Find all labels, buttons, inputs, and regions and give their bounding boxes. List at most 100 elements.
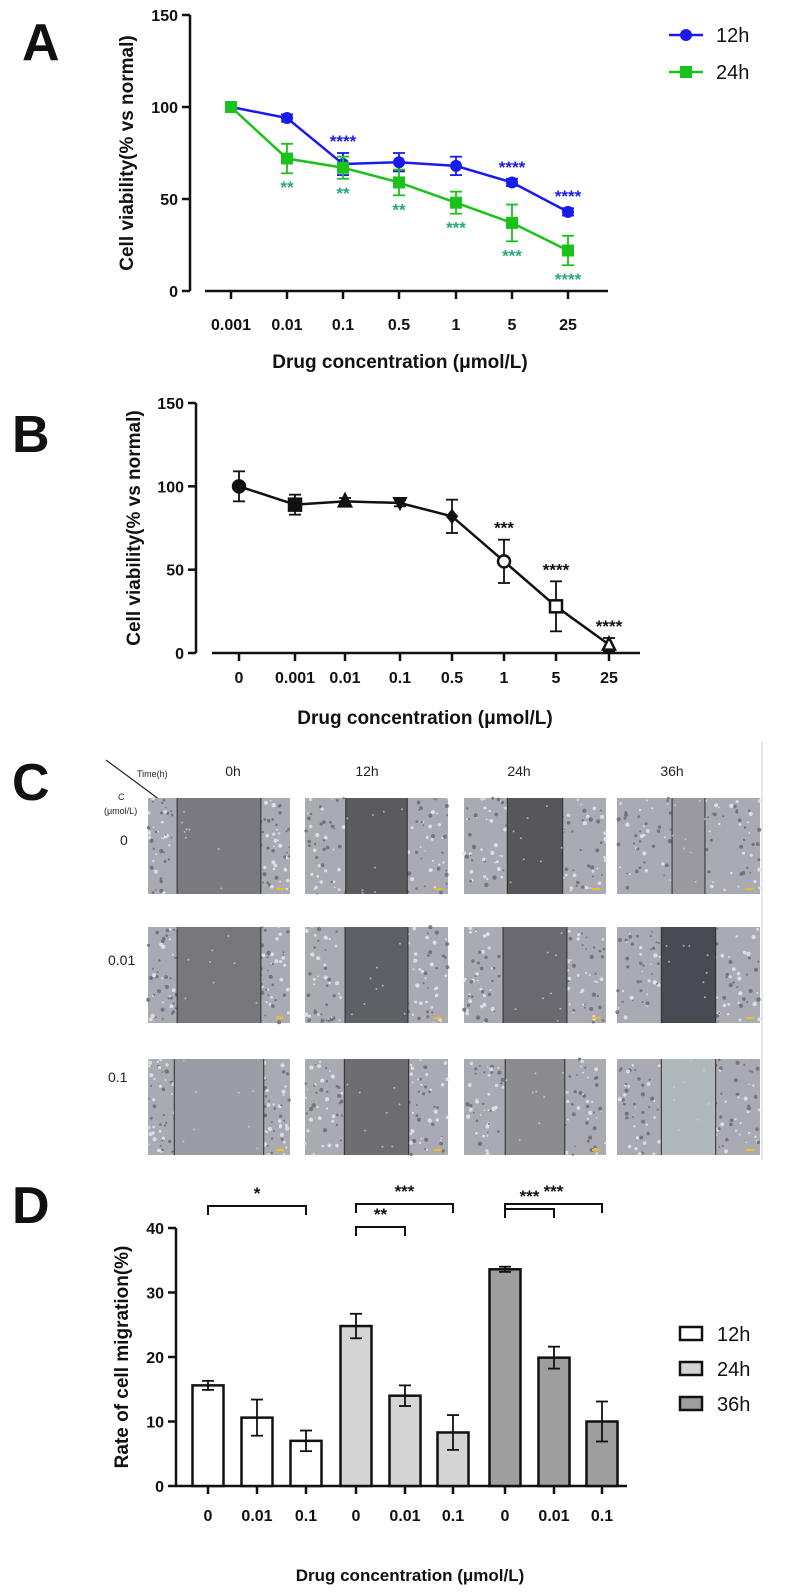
cell-speck xyxy=(658,955,662,959)
migrated-cell xyxy=(698,799,701,802)
cell-speck xyxy=(273,1107,277,1110)
cell-speck xyxy=(319,822,323,826)
cell-speck xyxy=(725,972,729,977)
cell-speck xyxy=(633,1102,636,1106)
cell-speck xyxy=(730,871,733,875)
cell-speck xyxy=(159,879,163,883)
cell-speck xyxy=(271,963,274,966)
cell-speck xyxy=(633,1125,636,1128)
cell-speck xyxy=(275,937,279,941)
cell-speck xyxy=(645,1001,650,1006)
cell-speck xyxy=(729,803,734,809)
cell-speck xyxy=(269,799,272,802)
cell-speck xyxy=(592,1111,595,1114)
cell-speck xyxy=(469,879,472,883)
cell-speck xyxy=(569,886,574,890)
migrated-cell xyxy=(363,1003,366,1005)
cell-speck xyxy=(752,1084,755,1087)
cell-speck xyxy=(738,823,742,826)
migrated-cell xyxy=(706,954,709,957)
cell-speck xyxy=(154,830,158,834)
cell-speck xyxy=(415,983,420,988)
cell-speck xyxy=(591,869,595,873)
cell-speck xyxy=(592,806,597,811)
cell-speck xyxy=(486,1134,489,1137)
cell-speck xyxy=(477,961,480,965)
cell-speck xyxy=(596,819,601,824)
cell-speck xyxy=(286,878,290,883)
migrated-cell xyxy=(543,1096,546,1098)
cell-speck xyxy=(270,996,273,999)
cell-speck xyxy=(489,1067,494,1072)
cell-speck xyxy=(313,1010,318,1015)
x-tick-label: 0 xyxy=(501,1508,510,1525)
cell-speck xyxy=(425,1000,428,1004)
cell-speck xyxy=(411,1081,414,1084)
x-tick-label: 5 xyxy=(552,670,561,687)
cell-speck xyxy=(168,844,171,847)
cell-speck xyxy=(322,820,326,824)
cell-speck xyxy=(287,1098,291,1102)
cell-speck xyxy=(746,866,749,870)
cell-speck xyxy=(639,989,643,993)
cell-speck xyxy=(645,799,648,802)
cell-speck xyxy=(170,810,172,813)
cell-speck xyxy=(286,930,290,934)
legend-label: 36h xyxy=(717,1394,750,1416)
cell-speck xyxy=(161,1148,164,1152)
wound-healing-image xyxy=(616,796,762,894)
cell-speck xyxy=(468,832,472,837)
cell-speck xyxy=(466,807,469,810)
panel-a-letter: A xyxy=(22,14,60,72)
migrated-cell xyxy=(398,1103,401,1106)
cell-speck xyxy=(724,1100,727,1103)
scratch-gap xyxy=(661,927,716,1023)
corner-diagonal xyxy=(105,759,161,801)
cell-speck xyxy=(757,827,762,833)
cell-speck xyxy=(319,1087,324,1092)
cell-speck xyxy=(325,1019,328,1022)
cell-speck xyxy=(440,1136,443,1139)
cell-speck xyxy=(146,811,151,815)
cell-speck xyxy=(475,972,479,976)
legend-marker xyxy=(680,29,692,41)
cell-speck xyxy=(266,818,271,823)
cell-speck xyxy=(309,812,313,816)
cell-speck xyxy=(474,1072,477,1075)
migrated-cell xyxy=(673,1099,676,1101)
cell-speck xyxy=(734,1078,738,1083)
migrated-cell xyxy=(361,889,364,892)
cell-speck xyxy=(263,800,269,805)
migrated-cell xyxy=(694,880,697,883)
cell-speck xyxy=(161,977,163,980)
cell-speck xyxy=(158,959,161,962)
cell-speck xyxy=(576,1074,578,1076)
cell-speck xyxy=(651,844,656,848)
cell-speck xyxy=(272,867,276,871)
bar-36h xyxy=(537,1356,571,1488)
cell-speck xyxy=(497,1130,500,1133)
cell-speck xyxy=(576,798,579,801)
cell-speck xyxy=(414,952,418,956)
cell-speck xyxy=(465,1102,470,1107)
cell-speck xyxy=(748,1083,750,1086)
migrated-cell xyxy=(671,834,674,837)
cell-speck xyxy=(440,1082,445,1087)
migrated-cell xyxy=(256,1147,259,1150)
cell-speck xyxy=(636,847,640,851)
cell-speck xyxy=(159,849,164,854)
cell-speck xyxy=(624,1082,627,1086)
cell-speck xyxy=(304,1082,307,1086)
cell-speck xyxy=(571,963,576,968)
cell-speck xyxy=(490,850,495,856)
cell-speck xyxy=(505,824,508,827)
x-tick-label: 5 xyxy=(508,317,517,334)
cell-speck xyxy=(168,928,172,931)
cell-speck xyxy=(480,989,485,994)
cell-speck xyxy=(322,847,326,852)
significance-bracket xyxy=(504,1208,555,1218)
cell-speck xyxy=(475,930,477,932)
scratch-gap xyxy=(505,1059,565,1155)
cell-speck xyxy=(434,993,439,998)
data-point xyxy=(287,497,303,512)
